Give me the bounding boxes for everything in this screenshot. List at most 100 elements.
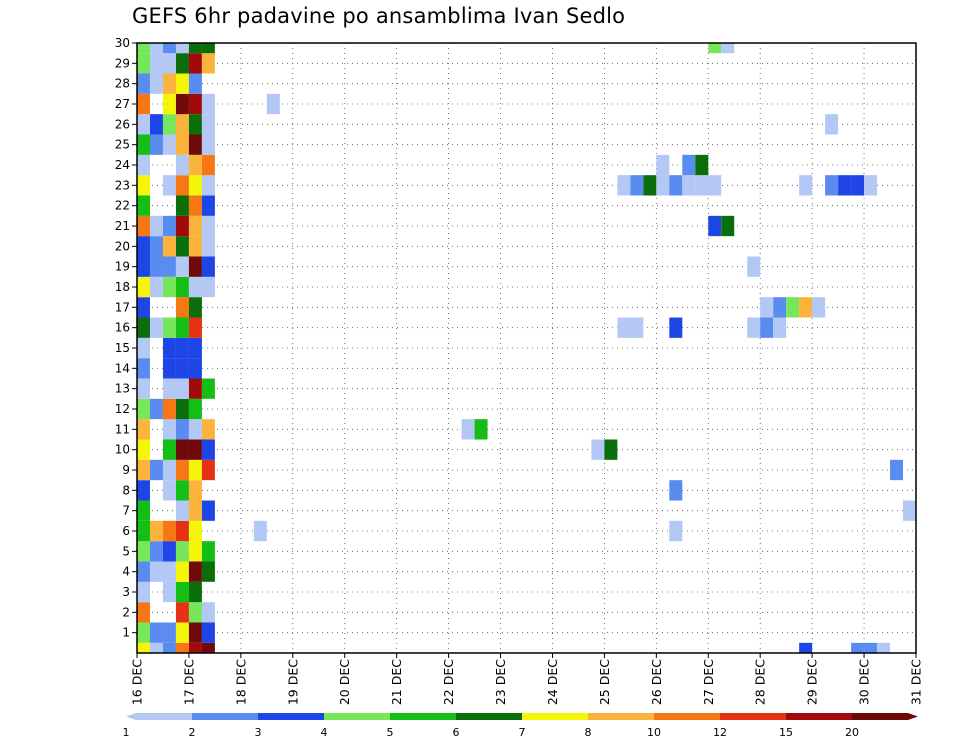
heatmap-cell [201, 459, 215, 481]
heatmap-cell [201, 256, 215, 277]
heatmap-cell [175, 276, 189, 298]
heatmap-cell [630, 317, 644, 338]
heatmap-cell [162, 520, 176, 542]
heatmap-cell [461, 419, 475, 440]
y-tick-label: 4 [122, 565, 130, 579]
heatmap-cell [760, 297, 774, 318]
heatmap-cell [201, 622, 215, 643]
heatmap-cell [137, 195, 150, 216]
y-tick-label: 5 [122, 544, 130, 558]
heatmap-cell [669, 520, 683, 542]
heatmap-cell [175, 581, 189, 603]
heatmap-cell [175, 459, 189, 481]
y-tick-label: 1 [122, 626, 130, 640]
heatmap-cell [188, 175, 202, 196]
heatmap-cell [175, 337, 189, 359]
heatmap-cell [201, 378, 215, 399]
y-tick-label: 16 [115, 321, 130, 335]
heatmap-cell [162, 581, 176, 603]
heatmap-cell [162, 439, 176, 460]
colorbar-swatch [258, 713, 325, 720]
heatmap-cell [149, 73, 163, 94]
heatmap-cell [175, 195, 189, 216]
heatmap-cell [591, 439, 605, 460]
heatmap-cell [149, 43, 163, 54]
colorbar-swatch [126, 713, 192, 720]
heatmap-cell [162, 480, 176, 501]
heatmap-cell [149, 215, 163, 237]
heatmap-cell [188, 236, 202, 257]
x-tick-label: 30 DEC [857, 659, 872, 705]
heatmap-cell [162, 236, 176, 257]
heatmap-cell [162, 622, 176, 643]
heatmap-cell [695, 175, 709, 196]
heatmap-cell [188, 154, 202, 176]
heatmap-cell [773, 317, 787, 338]
heatmap-cell [643, 175, 657, 196]
heatmap-cell [137, 317, 150, 338]
colorbar-swatch [456, 713, 523, 720]
heatmap-cell [149, 561, 163, 582]
y-tick-label: 22 [115, 199, 130, 213]
colorbar: 1 2 3 4 5 6 7 8 10 12 15 20 [123, 713, 918, 739]
heatmap-cell [201, 236, 215, 257]
x-tick-label: 17 DEC [181, 659, 196, 705]
heatmap-cell [630, 175, 644, 196]
heatmap-cell [175, 541, 189, 562]
heatmap-cell [188, 561, 202, 582]
x-tick-label: 20 DEC [337, 659, 352, 705]
heatmap-cell [137, 236, 150, 257]
heatmap-cell [162, 93, 176, 115]
heatmap-cell [188, 317, 202, 338]
heatmap-cell [656, 175, 670, 196]
heatmap-cell [721, 43, 735, 54]
heatmap-cell [669, 175, 683, 196]
heatmap-cell [137, 581, 150, 603]
heatmap-cell [266, 93, 280, 115]
heatmap-cell [617, 317, 631, 338]
heatmap-cell [656, 154, 670, 176]
heatmap-cell [669, 317, 683, 338]
heatmap-cell [149, 622, 163, 643]
heatmap-cell [201, 276, 215, 298]
heatmap-cell [838, 175, 852, 196]
heatmap-cell [474, 419, 488, 440]
heatmap-cell [721, 215, 735, 237]
x-tick-label: 27 DEC [701, 659, 716, 705]
heatmap-cell [253, 520, 267, 542]
heatmap-cell [188, 297, 202, 318]
heatmap-cell [137, 480, 150, 501]
heatmap-cell [864, 642, 878, 653]
heatmap-cell [149, 642, 163, 653]
heatmap-cell [708, 215, 722, 237]
heatmap-cell [137, 459, 150, 481]
heatmap-cell [175, 419, 189, 440]
heatmap-cell [201, 53, 215, 74]
heatmap-cell [162, 642, 176, 653]
heatmap-cell [188, 195, 202, 216]
colorbar-swatch [654, 713, 721, 720]
y-tick-label: 24 [115, 158, 130, 172]
x-tick-label: 21 DEC [389, 659, 404, 705]
y-tick-label: 3 [122, 585, 130, 599]
heatmap-cell [175, 500, 189, 521]
heatmap-cell [175, 236, 189, 257]
heatmap-cell [175, 53, 189, 74]
heatmap-cell [188, 419, 202, 440]
heatmap-cell [773, 297, 787, 318]
colorbar-swatch [588, 713, 655, 720]
y-tick-label: 26 [115, 117, 130, 131]
heatmap-cell [188, 622, 202, 643]
heatmap-cell [149, 134, 163, 155]
colorbar-swatch [786, 713, 853, 720]
heatmap-cell [149, 520, 163, 542]
heatmap-cell [175, 256, 189, 277]
heatmap-cell [149, 317, 163, 338]
x-axis: 16 DEC 17 DEC 18 DEC 19 DEC 20 DEC 21 DEC 22 D… [130, 653, 924, 705]
heatmap-cell [201, 114, 215, 135]
x-tick-label: 19 DEC [285, 659, 300, 705]
heatmap-cell [799, 642, 813, 653]
heatmap-cell [162, 419, 176, 440]
heatmap-cell [162, 398, 176, 420]
y-tick-label: 15 [115, 341, 130, 355]
